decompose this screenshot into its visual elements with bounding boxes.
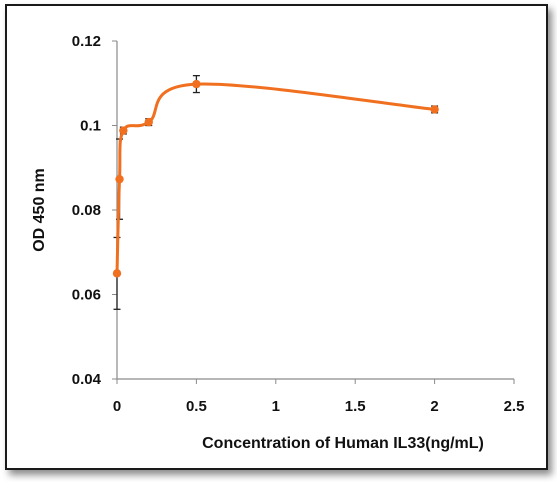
y-axis-label: OD 450 nm xyxy=(31,168,48,252)
y-tick-label: 0.04 xyxy=(72,371,102,388)
y-tick-label: 0.06 xyxy=(72,287,101,304)
data-point xyxy=(430,105,439,114)
x-tick-label: 2 xyxy=(430,398,438,415)
x-tick-label: 2.5 xyxy=(504,398,525,415)
y-tick-label: 0.08 xyxy=(72,202,101,219)
x-tick-label: 0 xyxy=(113,398,121,415)
axes xyxy=(112,40,515,384)
y-tick-label: 0.12 xyxy=(72,33,101,50)
x-axis-label: Concentration of Human IL33(ng/mL) xyxy=(202,435,484,452)
data-point xyxy=(119,126,128,135)
series-line xyxy=(115,82,435,274)
data-points xyxy=(112,79,439,278)
data-point xyxy=(144,117,153,127)
chart-frame xyxy=(5,4,548,470)
data-point xyxy=(192,79,201,89)
error-bars xyxy=(113,74,439,310)
data-point xyxy=(115,174,124,184)
y-tick-label: 0.1 xyxy=(80,118,101,135)
x-tick-label: 0.5 xyxy=(186,398,207,415)
tick-labels: 0 0.5 1 1.5 2 2.5 0.04 0.06 0.08 0.1 0.12 xyxy=(72,33,525,415)
x-tick-label: 1 xyxy=(272,398,280,415)
x-tick-label: 1.5 xyxy=(345,398,366,415)
data-point xyxy=(112,269,122,278)
